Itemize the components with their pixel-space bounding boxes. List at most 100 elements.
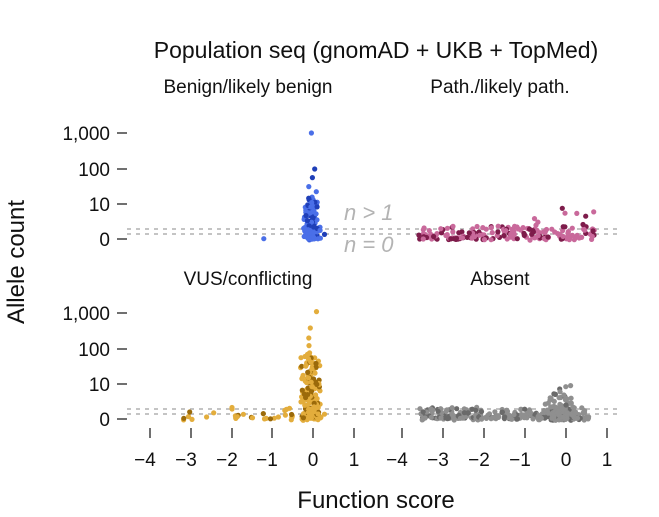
point-path-likely-path-177 [567,235,573,241]
point-vus-conflicting-203 [233,415,239,421]
point-vus-conflicting-165 [313,364,319,370]
point-path-likely-path-134 [495,223,501,229]
annotation-n-greater-1: n > 1 [344,200,394,225]
point-vus-conflicting-207 [275,414,281,420]
point-absent-226 [483,414,489,420]
point-path-likely-path-126 [488,225,494,231]
point-vus-conflicting-241 [306,343,312,349]
point-vus-conflicting-209 [288,417,294,423]
point-absent-236 [449,405,455,411]
point-benign-likely-benign-150 [317,235,323,241]
point-vus-conflicting-234 [315,411,321,417]
point-benign-likely-benign-147 [305,227,311,233]
point-vus-conflicting-227 [300,415,306,421]
point-path-likely-path-22 [569,225,575,231]
panel-title-benign: Benign/likely benign [163,77,332,98]
y-tick-label-bottom-10: 10 [89,375,110,396]
point-benign-likely-benign-152 [261,236,267,242]
point-path-likely-path-156 [489,230,495,236]
point-path-likely-path-176 [583,213,589,219]
point-absent-179 [478,409,485,415]
point-path-likely-path-178 [545,234,551,240]
point-absent-297 [574,415,581,421]
point-absent-217 [473,407,479,413]
point-path-likely-path-141 [589,233,595,240]
point-path-likely-path-167 [477,232,483,238]
point-benign-likely-benign-129 [303,213,309,219]
point-benign-likely-benign-119 [310,209,316,215]
point-vus-conflicting-239 [307,325,313,331]
x-tick-label-left-1: 1 [349,450,360,471]
x-tick-label-right-neg4: −4 [386,450,408,471]
point-absent-212 [495,413,501,419]
point-path-likely-path-165 [560,233,566,239]
point-vus-conflicting-242 [307,350,313,356]
point-path-likely-path-132 [543,226,550,233]
point-vus-conflicting-220 [300,411,307,417]
point-vus-conflicting-188 [189,416,195,422]
point-vus-conflicting-244 [308,359,314,365]
point-absent-232 [420,409,426,415]
x-tick-label-left-neg1: −1 [256,450,278,471]
point-absent-321 [563,384,569,390]
point-absent-213 [502,414,508,420]
point-path-likely-path-183 [559,205,565,211]
point-path-likely-path-154 [582,227,588,233]
point-absent-276 [544,407,550,413]
point-path-likely-path-138 [529,231,535,237]
panel-title-absent: Absent [470,269,530,290]
point-absent-234 [479,416,485,422]
point-vus-conflicting-206 [249,415,256,421]
point-path-likely-path-91 [443,232,449,239]
x-tick-label-right-neg1: −1 [509,450,531,471]
point-absent-308 [570,412,576,418]
point-vus-conflicting-208 [240,411,246,417]
point-absent-322 [563,395,569,402]
point-vus-conflicting-161 [299,387,305,393]
point-vus-conflicting-204 [260,411,266,417]
point-absent-55 [417,406,423,412]
point-vus-conflicting-202 [289,411,295,418]
point-benign-likely-benign-148 [317,227,323,233]
point-path-likely-path-107 [560,228,566,234]
point-benign-likely-benign-128 [314,204,320,210]
point-path-likely-path-145 [526,226,533,232]
point-vus-conflicting-224 [321,411,328,417]
point-path-likely-path-18 [520,225,526,231]
point-absent-202 [580,410,586,416]
point-benign-likely-benign-96 [314,217,320,223]
point-path-likely-path-124 [450,229,456,235]
point-absent-320 [560,414,566,420]
point-absent-216 [438,415,444,421]
point-vus-conflicting-205 [267,416,274,422]
point-benign-likely-benign-145 [311,230,317,236]
point-benign-likely-benign-146 [311,224,317,230]
point-path-likely-path-174 [590,228,596,234]
point-path-likely-path-149 [521,232,527,238]
point-absent-231 [509,416,515,422]
point-absent-111 [522,406,528,412]
point-path-likely-path-56 [444,225,450,231]
scatter-points [181,130,597,423]
point-vus-conflicting-153 [303,363,309,369]
point-absent-307 [551,398,557,404]
y-tick-label-top-100: 100 [78,160,110,181]
point-absent-201 [435,408,441,414]
point-path-likely-path-77 [438,230,445,236]
point-path-likely-path-57 [456,230,462,236]
point-absent-238 [521,414,527,420]
point-vus-conflicting-158 [303,394,309,401]
chart-title: Population seq (gnomAD + UKB + TopMed) [154,37,599,63]
point-path-likely-path-157 [416,232,422,238]
point-absent-207 [488,416,494,422]
point-absent-235 [465,410,471,416]
point-absent-303 [549,415,555,421]
point-absent-323 [557,389,563,395]
y-tick-label-top-1000: 1,000 [62,124,110,145]
point-vus-conflicting-171 [305,375,312,381]
point-absent-156 [525,410,531,416]
point-absent-183 [461,410,467,416]
point-benign-likely-benign-135 [321,231,328,237]
y-tick-label-bottom-1000: 1,000 [62,304,110,325]
point-vus-conflicting-124 [298,355,304,361]
